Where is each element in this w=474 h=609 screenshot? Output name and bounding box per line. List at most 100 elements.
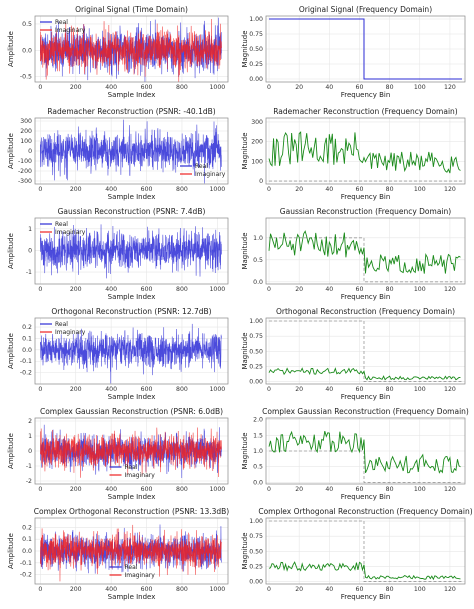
x-tick-label: 80 [386,586,394,593]
x-tick-label: 0 [38,84,42,91]
x-tick-label: 1000 [210,286,226,293]
x-tick-label: 200 [70,186,82,193]
subplot-6: 0 20 40 60 80 100 120 0.0 0.5 1.0 Gaussian Reconst… [241,207,466,301]
y-tick-label: 200 [20,128,32,135]
magnitude-line [268,367,461,381]
y-tick-label: 0.50 [249,548,263,555]
series-line-real [40,224,222,279]
y-tick-label: -0.1 [20,560,32,567]
x-tick-label: 20 [295,286,303,293]
axes-frame [265,517,466,585]
x-axis-label: Frequency Bin [341,493,391,501]
x-tick-label: 60 [356,84,364,91]
y-tick-label: 1.0 [253,235,263,242]
x-tick-label: 200 [70,286,82,293]
x-tick-label: 1000 [210,486,226,493]
chart-title: Original Signal (Frequency Domain) [299,5,432,14]
x-tick-label: 0 [38,586,42,593]
y-tick-label: 1.00 [249,318,263,325]
legend-label-imaginary: Imaginary [55,27,86,34]
x-tick-label: 400 [105,486,117,493]
y-tick-label: 0.75 [249,333,263,340]
plot-area [268,230,462,283]
plot-area [268,320,462,382]
y-tick-label: -0.5 [20,74,32,81]
y-tick-label: 0.5 [253,257,263,264]
chart-title: Orthogonal Reconstruction (PSNR: 12.7dB) [51,307,211,316]
x-tick-label: 20 [295,84,303,91]
x-tick-label: 1000 [210,84,226,91]
legend-label-real: Real [125,464,138,471]
y-tick-label: 0.25 [249,563,263,570]
y-tick-label: 0.0 [22,47,32,54]
legend-label-real: Real [55,19,68,26]
x-tick-label: 200 [70,386,82,393]
plot-area [268,520,462,582]
x-tick-label: 40 [325,186,333,193]
y-tick-label: 0.0 [22,548,32,555]
x-tick-label: 100 [414,186,426,193]
y-tick-label: -0.1 [20,358,32,365]
y-tick-label: 300 [251,119,263,126]
x-tick-label: 100 [414,586,426,593]
x-tick-label: 60 [356,486,364,493]
x-tick-label: 0 [267,286,271,293]
y-tick-label: 1 [28,226,32,233]
x-tick-label: 1000 [210,186,226,193]
x-tick-label: 80 [386,286,394,293]
x-tick-label: 20 [295,186,303,193]
series-line-imaginary [40,19,222,82]
y-tick-label: 0 [28,448,32,455]
y-tick-label: 0.25 [249,61,263,68]
y-tick-label: 0.50 [249,348,263,355]
x-tick-label: 0 [267,486,271,493]
y-tick-label: -100 [18,158,32,165]
x-tick-label: 600 [141,486,153,493]
x-tick-label: 40 [325,486,333,493]
y-tick-label: 1.00 [249,518,263,525]
x-tick-label: 800 [176,486,188,493]
x-tick-label: 200 [70,586,82,593]
axes-frame [265,417,466,485]
plot-area [268,430,462,483]
x-tick-label: 400 [105,84,117,91]
y-tick-label: -1 [26,269,32,276]
axes-frame [265,117,466,185]
y-tick-label: 0.2 [22,524,32,531]
y-tick-label: 2.0 [253,417,263,424]
series-line-real [40,323,222,384]
x-tick-label: 100 [414,286,426,293]
y-tick-label: 0.2 [22,324,32,331]
x-tick-label: 20 [295,586,303,593]
x-tick-label: 100 [414,486,426,493]
chart-title: Original Signal (Time Domain) [75,5,188,14]
chart-title: Gaussian Reconstruction (PSNR: 7.4dB) [58,207,206,216]
x-tick-label: 100 [414,84,426,91]
x-tick-label: 0 [267,186,271,193]
y-tick-label: 0.75 [249,533,263,540]
x-tick-label: 20 [295,386,303,393]
y-axis-label: Magnitude [241,232,249,269]
y-tick-label: 0.5 [22,21,32,28]
y-tick-label: 1 [28,433,32,440]
x-axis-label: Frequency Bin [341,293,391,301]
x-tick-label: 120 [444,84,456,91]
y-axis-label: Amplitude [7,233,15,269]
chart-title: Complex Gaussian Reconstruction (Frequen… [262,407,469,416]
x-tick-label: 0 [38,286,42,293]
magnitude-line [268,430,461,474]
axes-frame [265,317,466,385]
chart-title: Orthogonal Reconstruction (Frequency Dom… [276,307,455,316]
subplot-7: 0 200 400 600 800 1000 -0.2 -0.1 0.0 0.1 0.2 Orthog… [7,307,229,401]
x-tick-label: 400 [105,286,117,293]
y-tick-label: 2 [28,418,32,425]
magnitude-line [268,230,461,274]
x-tick-label: 40 [325,286,333,293]
x-tick-label: 120 [444,386,456,393]
x-tick-label: 80 [386,186,394,193]
x-axis-label: Frequency Bin [341,193,391,201]
y-tick-label: 0.00 [249,76,263,83]
y-tick-label: 100 [20,138,32,145]
